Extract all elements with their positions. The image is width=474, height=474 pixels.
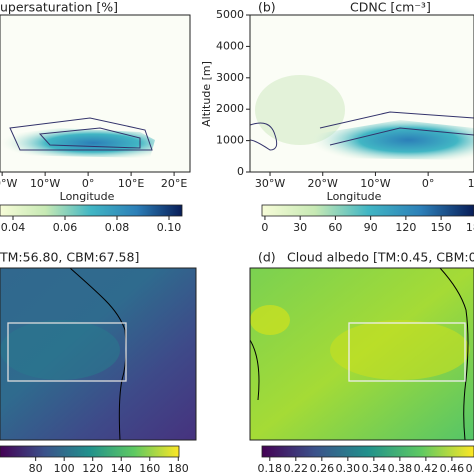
coastline [249,267,469,441]
colorbar-tick-label: 0.50 [466,462,474,474]
colorbar-tick-label: 0.22 [284,462,309,474]
contour [38,127,141,149]
colorbar [0,204,183,217]
colorbar-tick-label: 30 [293,221,307,234]
x-axis-label: Longitude [60,190,115,203]
x-tick-label: 0° [422,177,435,190]
x-tick-label: 20°W [308,177,338,190]
x-axis-label: Longitude [327,190,382,203]
y-tick-label: 3000 [216,71,244,84]
field [310,120,474,160]
y-tick-label: 4000 [216,39,244,52]
colorbar-tick-label: 0.10 [157,221,182,234]
field [0,128,155,158]
chart-title: Cloud albedo [TM:0.45, CBM:0 [287,250,474,265]
chart-title: upersaturation [%] [0,0,118,15]
panel-label: (b) [258,0,276,15]
plot-frame [0,267,197,441]
colorbar-tick-label: 0.38 [388,462,413,474]
colorbar-tick-label: 0 [261,221,268,234]
field [330,320,470,380]
colorbar [261,204,474,217]
colorbar-tick-label: 0.46 [440,462,465,474]
chart-title: CDNC [cm⁻³] [350,0,431,15]
field [250,305,290,335]
y-tick-label: 5000 [216,8,244,21]
colorbar-tick-label: 160 [139,462,160,474]
region-box [7,322,127,382]
plot-frame [249,14,474,173]
contour [319,111,474,146]
colorbar-tick-label: 80 [29,462,43,474]
colorbar-tick-label: 140 [111,462,132,474]
x-tick-label: 10°W [360,177,390,190]
colorbar [261,445,474,458]
y-tick-label: 1000 [216,134,244,147]
x-tick-label: 20°E [161,177,187,190]
region-box [348,322,466,382]
colorbar-tick-label: 150 [431,221,452,234]
colorbar-tick-label: 0.42 [414,462,439,474]
colorbar-tick-label: 90 [364,221,378,234]
x-tick-label: 10°E [468,177,474,190]
colorbar-tick-label: 0.06 [53,221,78,234]
colorbar-tick-label: 0.08 [105,221,130,234]
colorbar-tick-label: 120 [395,221,416,234]
colorbar-tick-label: 0.18 [258,462,283,474]
contour [9,117,153,151]
x-tick-label: 10°E [118,177,144,190]
field [0,320,120,380]
plot-frame [249,267,474,441]
colorbar-tick-label: 60 [328,221,342,234]
x-tick-label: 30°W [255,177,285,190]
panel-label: (d) [258,250,276,265]
contour [249,122,278,151]
plot-frame [0,14,191,173]
colorbar-tick-label: 0.04 [1,221,26,234]
colorbar-tick-label: 100 [54,462,75,474]
coastline [69,267,127,441]
colorbar-tick-label: 0.30 [336,462,361,474]
y-tick-label: 0 [237,165,244,178]
y-tick-label: 2000 [216,102,244,115]
chart-title: TM:56.80, CBM:67.58] [0,250,139,265]
x-tick-label: 10°W [30,177,60,190]
y-axis-label: Altitude [m] [200,61,213,127]
colorbar-tick-label: 0.34 [362,462,387,474]
x-tick-label: 20°W [0,177,17,190]
colorbar-tick-label: 180 [466,221,474,234]
colorbar-tick-label: 180 [168,462,189,474]
colorbar-tick-label: 0.26 [310,462,335,474]
x-tick-label: 0° [82,177,95,190]
colorbar [0,445,180,458]
colorbar-tick-label: 120 [82,462,103,474]
